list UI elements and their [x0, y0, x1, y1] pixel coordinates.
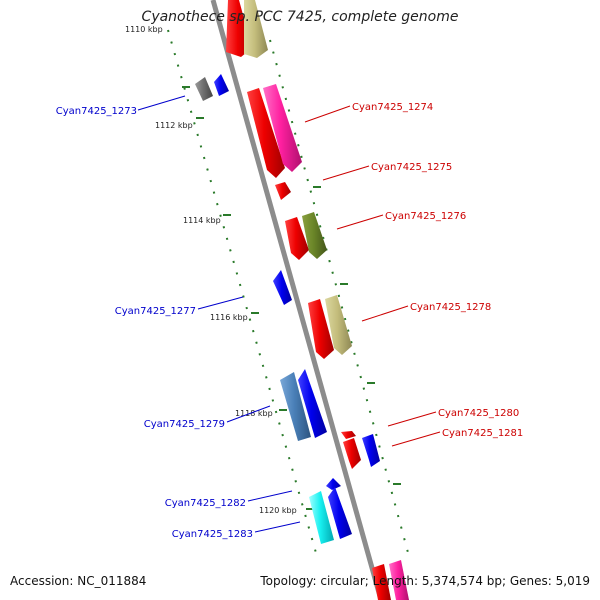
gene-label[interactable]: Cyan7425_1276 [385, 211, 466, 222]
leader-line [254, 521, 301, 533]
gene-arrow [195, 77, 213, 101]
tick-label: 1116 kbp [210, 313, 248, 322]
tick-label: 1110 kbp [125, 25, 163, 34]
leader-line [226, 405, 271, 423]
gene-arrow [280, 372, 311, 441]
tick-marks [182, 86, 401, 510]
gene-label[interactable]: Cyan7425_1282 [165, 498, 246, 509]
leader-line [247, 490, 293, 502]
leader-line [391, 431, 441, 447]
tick-label: 1114 kbp [183, 216, 221, 225]
gene-label[interactable]: Cyan7425_1275 [371, 162, 452, 173]
genome-axis [210, 0, 384, 600]
gene-arrow [308, 299, 334, 359]
gene-arrow [273, 270, 292, 305]
page-title: Cyanothece sp. PCC 7425, complete genome [141, 9, 459, 25]
gene-label[interactable]: Cyan7425_1280 [438, 408, 519, 419]
tick-label: 1118 kbp [235, 409, 273, 418]
gene-label[interactable]: Cyan7425_1279 [144, 419, 225, 430]
gene-arrow [341, 431, 356, 439]
gene-arrow [343, 438, 361, 469]
gene-arrow [285, 217, 309, 260]
gene-leader-lines [137, 95, 441, 533]
tick-label: 1120 kbp [259, 506, 297, 515]
tick-label: 1112 kbp [155, 121, 193, 130]
gene-label[interactable]: Cyan7425_1281 [442, 428, 523, 439]
gene-label[interactable]: Cyan7425_1283 [172, 529, 253, 540]
leader-line [387, 411, 437, 427]
gene-label[interactable]: Cyan7425_1277 [115, 306, 196, 317]
gene-arrow [298, 369, 327, 438]
gene-arrow [275, 182, 291, 200]
gene-arrow [326, 478, 341, 490]
gene-arrow [244, 0, 268, 58]
gene-arrow [247, 88, 285, 178]
leader-line [336, 214, 384, 230]
gene-label[interactable]: Cyan7425_1278 [410, 302, 491, 313]
gene-arrow [214, 74, 229, 96]
forward-genes [226, 0, 409, 600]
gene-label[interactable]: Cyan7425_1274 [352, 102, 433, 113]
gene-arrow [372, 564, 391, 600]
genome-stats-text: Topology: circular; Length: 5,374,574 bp… [260, 574, 590, 588]
leader-line [137, 95, 186, 111]
leader-line [361, 305, 409, 322]
gene-label[interactable]: Cyan7425_1273 [56, 106, 137, 117]
gene-arrow [302, 212, 327, 259]
leader-line [304, 105, 351, 123]
gene-arrow [325, 295, 352, 355]
leader-line [322, 165, 370, 181]
gene-arrow [362, 434, 380, 467]
gene-arrow [263, 84, 302, 172]
reverse-genes [195, 74, 352, 544]
accession-text: Accession: NC_011884 [10, 574, 147, 588]
gene-arrow [309, 491, 334, 544]
gene-arrow [328, 487, 352, 539]
leader-line [197, 296, 244, 310]
gene-arrow [389, 560, 409, 600]
